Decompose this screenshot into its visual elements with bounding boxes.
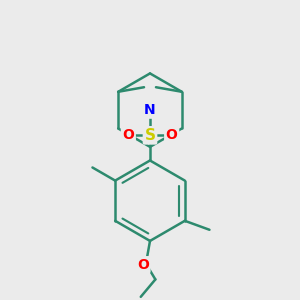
- Text: O: O: [166, 128, 178, 142]
- Text: S: S: [145, 128, 155, 143]
- Text: N: N: [144, 103, 156, 117]
- Text: O: O: [122, 128, 134, 142]
- Text: O: O: [137, 258, 149, 272]
